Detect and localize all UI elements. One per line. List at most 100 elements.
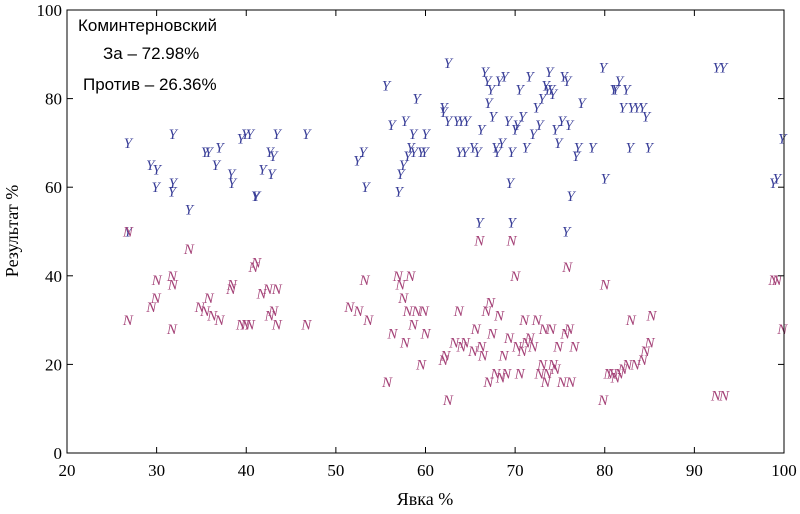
against-point-marker: N — [239, 318, 251, 334]
against-point-marker: N — [381, 375, 393, 391]
for-point-marker: Y — [504, 114, 514, 130]
for-point-marker: Y — [622, 83, 632, 99]
for-point-marker: Y — [577, 96, 587, 112]
against-point-marker: N — [500, 366, 512, 382]
against-point-marker: N — [145, 300, 157, 316]
against-point-marker: N — [399, 335, 411, 351]
against-point-marker: N — [533, 366, 545, 382]
against-point-marker: N — [518, 313, 530, 329]
for-point-marker: Y — [406, 140, 416, 156]
for-point-marker: Y — [399, 158, 409, 174]
for-point-marker: Y — [269, 149, 279, 165]
for-point-marker: Y — [538, 92, 548, 108]
for-point-marker: Y — [713, 61, 723, 77]
for-point-marker: Y — [515, 83, 525, 99]
for-point-marker: Y — [498, 136, 508, 152]
for-point-marker: Y — [588, 140, 598, 156]
y-tick-label: 40 — [45, 267, 62, 286]
against-point-marker: N — [625, 313, 637, 329]
for-point-marker: Y — [719, 61, 729, 77]
for-point-marker: Y — [554, 136, 564, 152]
for-point-marker: Y — [532, 100, 542, 116]
against-point-marker: N — [509, 269, 521, 285]
for-point-marker: Y — [215, 140, 225, 156]
for-point-marker: Y — [396, 167, 406, 183]
for-point-marker: Y — [420, 145, 430, 161]
against-point-marker: N — [386, 326, 398, 342]
for-point-marker: Y — [541, 78, 551, 94]
against-point-marker: N — [203, 291, 215, 307]
for-point-marker: Y — [574, 140, 584, 156]
against-point-marker: N — [352, 304, 364, 320]
for-point-marker: Y — [421, 127, 431, 143]
for-point-marker: Y — [773, 171, 783, 187]
against-point-marker: N — [480, 304, 492, 320]
for-point-marker: Y — [599, 61, 609, 77]
for-point-marker: Y — [246, 127, 256, 143]
for-point-marker: Y — [201, 145, 211, 161]
for-point-marker: Y — [401, 114, 411, 130]
against-point-marker: N — [545, 322, 557, 338]
for-point-marker: Y — [387, 118, 397, 134]
for-point-marker: Y — [627, 100, 637, 116]
x-tick-label: 60 — [417, 461, 434, 480]
for-point-marker: Y — [535, 118, 545, 134]
for-point-marker: Y — [453, 114, 463, 130]
for-point-marker: Y — [353, 154, 363, 170]
for-point-marker: Y — [439, 105, 449, 121]
for-point-marker: Y — [638, 100, 648, 116]
for-point-marker: Y — [228, 176, 238, 192]
for-point-marker: Y — [251, 189, 261, 205]
y-tick-label: 60 — [45, 178, 62, 197]
x-tick-label: 20 — [59, 461, 76, 480]
for-point-marker: Y — [273, 127, 283, 143]
against-point-marker: N — [621, 357, 633, 373]
against-point-marker: N — [540, 375, 552, 391]
against-point-marker: N — [267, 304, 279, 320]
for-point-marker: Y — [480, 65, 490, 81]
against-point-marker: N — [547, 357, 559, 373]
against-point-marker: N — [636, 353, 648, 369]
for-point-marker: Y — [642, 109, 652, 125]
for-point-marker: Y — [633, 100, 643, 116]
for-point-marker: Y — [241, 127, 251, 143]
for-point-marker: Y — [168, 185, 178, 201]
for-point-marker: Y — [619, 100, 629, 116]
for-point-marker: Y — [146, 158, 156, 174]
for-point-marker: Y — [518, 109, 528, 125]
y-tick-label: 80 — [45, 90, 62, 109]
x-tick-label: 80 — [596, 461, 613, 480]
against-point-marker: N — [247, 260, 259, 276]
against-point-marker: N — [343, 300, 355, 316]
for-point-marker: Y — [212, 158, 222, 174]
for-point-marker: Y — [359, 145, 369, 161]
for-point-marker: Y — [493, 145, 503, 161]
against-point-marker: N — [183, 242, 195, 258]
x-tick-label: 30 — [148, 461, 165, 480]
for-point-marker: Y — [483, 74, 493, 90]
for-point-marker: Y — [529, 127, 539, 143]
against-point-marker: N — [455, 340, 467, 356]
against-point-marker: N — [122, 313, 134, 329]
for-point-marker: Y — [549, 87, 559, 103]
against-point-marker: N — [418, 304, 430, 320]
against-point-marker: N — [264, 309, 276, 325]
against-point-marker: N — [442, 393, 454, 409]
for-point-marker: Y — [525, 69, 535, 85]
for-point-marker: Y — [410, 145, 420, 161]
for-point-marker: Y — [169, 127, 179, 143]
for-point-marker: Y — [601, 171, 611, 187]
for-point-marker: Y — [477, 123, 487, 139]
for-point-marker: Y — [185, 202, 195, 218]
for-point-marker: Y — [562, 225, 572, 241]
for-point-marker: Y — [644, 140, 654, 156]
for-point-marker: Y — [457, 114, 467, 130]
for-point-marker: Y — [463, 114, 473, 130]
x-tick-label: 100 — [771, 461, 797, 480]
against-point-marker: N — [397, 291, 409, 307]
for-point-marker: Y — [491, 140, 501, 156]
against-point-marker: N — [194, 300, 206, 316]
for-point-marker: Y — [615, 74, 625, 90]
for-point-marker: Y — [500, 69, 510, 85]
